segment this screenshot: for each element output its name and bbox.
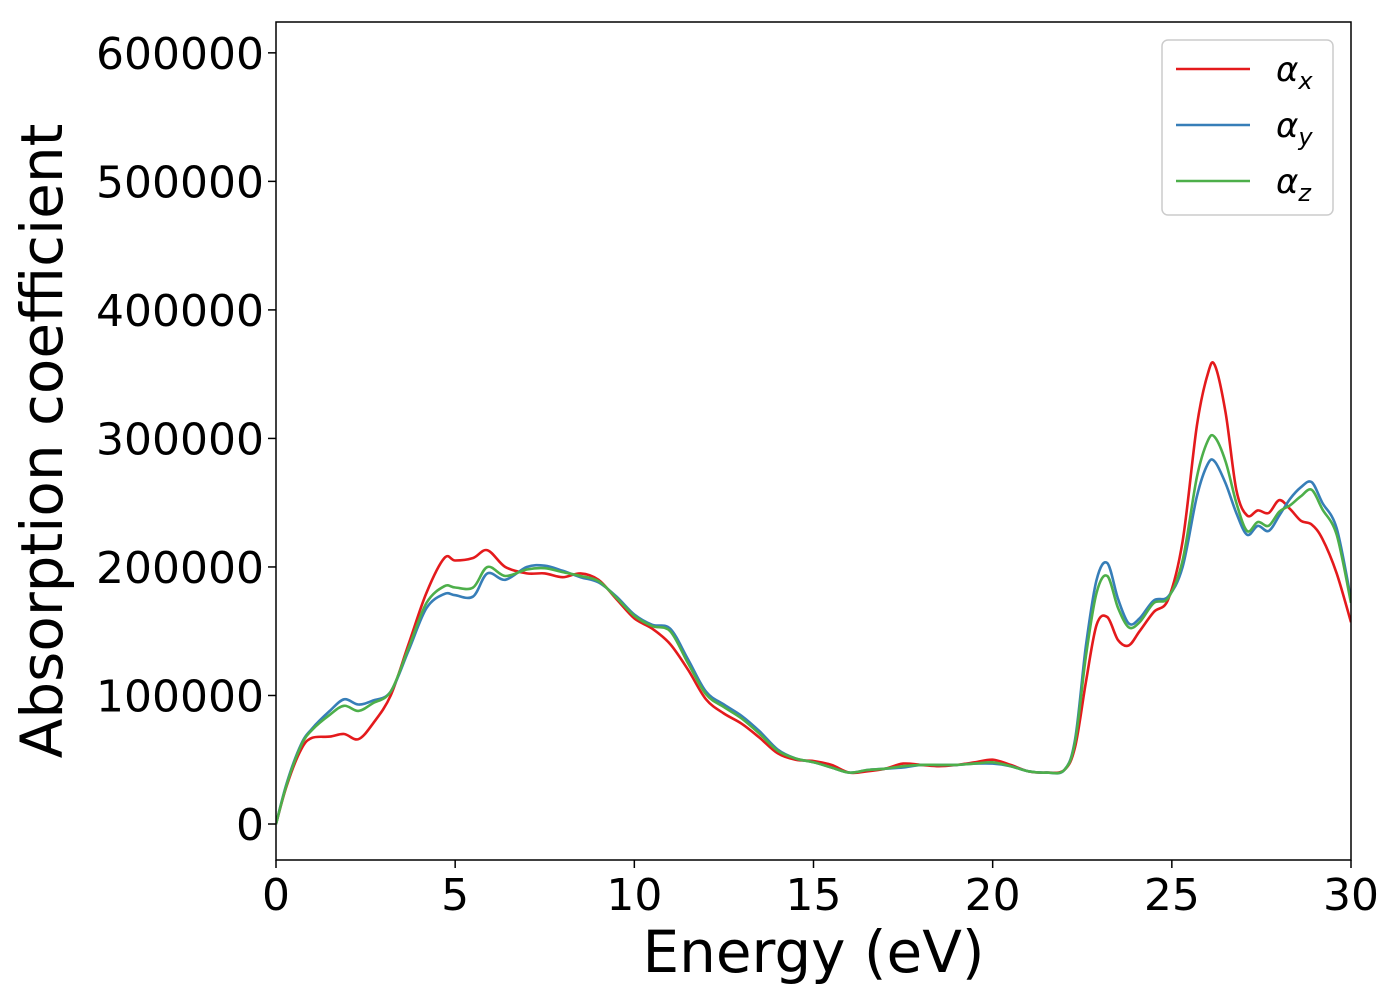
legend-label: αz [1276, 162, 1312, 207]
legend-label-subscript: y [1297, 123, 1313, 151]
y-tick-label: 300000 [96, 414, 264, 465]
legend-item-y: αy [1176, 106, 1313, 151]
y-axis: 0 100000 200000 300000 400000 500000 600000 [96, 29, 276, 851]
legend-label: αy [1276, 106, 1313, 151]
legend-item-x: αx [1176, 50, 1313, 95]
x-tick-label: 10 [606, 870, 662, 921]
y-tick-label: 600000 [96, 29, 264, 80]
x-tick-label: 15 [786, 870, 842, 921]
y-tick-label: 400000 [96, 286, 264, 337]
x-axis: 0 5 10 15 20 25 30 [262, 860, 1379, 921]
legend-box [1161, 39, 1334, 216]
x-axis-title: Energy (eV) [642, 918, 984, 986]
legend-label-symbol: α [1276, 162, 1298, 202]
x-tick-label: 20 [965, 870, 1021, 921]
legend-label-subscript: z [1297, 179, 1312, 207]
series-layer [276, 361, 1351, 825]
y-axis-title: Absorption coefficient [8, 124, 76, 759]
legend-item-z: αz [1176, 162, 1312, 207]
x-tick-label: 30 [1323, 870, 1379, 921]
x-tick-label: 5 [441, 870, 469, 921]
legend-label-subscript: x [1297, 67, 1313, 95]
legend-label: αx [1276, 50, 1313, 95]
legend-label-symbol: α [1276, 50, 1298, 90]
x-tick-label: 25 [1144, 870, 1200, 921]
x-tick-label: 0 [262, 870, 290, 921]
series-line-z [276, 433, 1351, 825]
y-tick-label: 100000 [96, 671, 264, 722]
y-tick-label: 500000 [96, 157, 264, 208]
legend-label-symbol: α [1276, 106, 1298, 146]
y-tick-label: 200000 [96, 543, 264, 594]
series-line-x [276, 361, 1351, 825]
y-tick-label: 0 [236, 800, 264, 851]
